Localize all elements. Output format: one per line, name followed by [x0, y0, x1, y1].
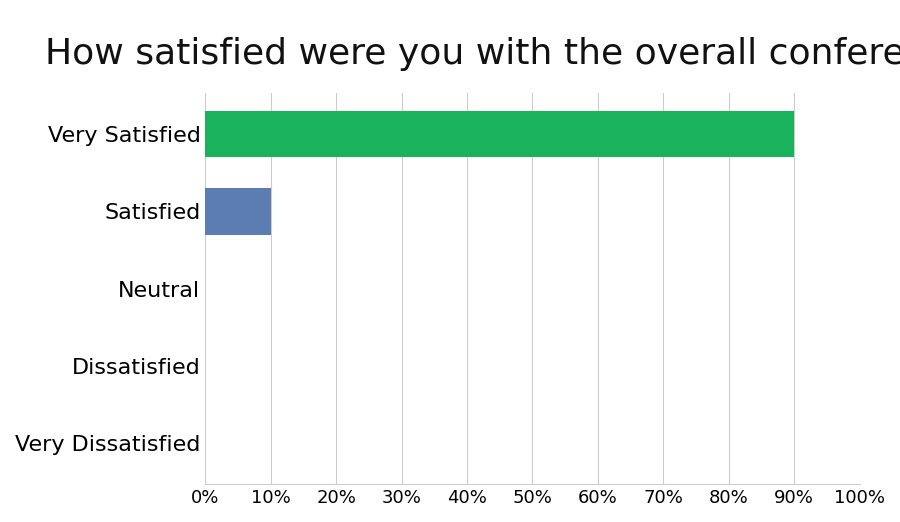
Bar — [205, 111, 794, 158]
Text: How satisfied were you with the overall conference?: How satisfied were you with the overall … — [45, 37, 900, 70]
Bar — [205, 188, 271, 235]
